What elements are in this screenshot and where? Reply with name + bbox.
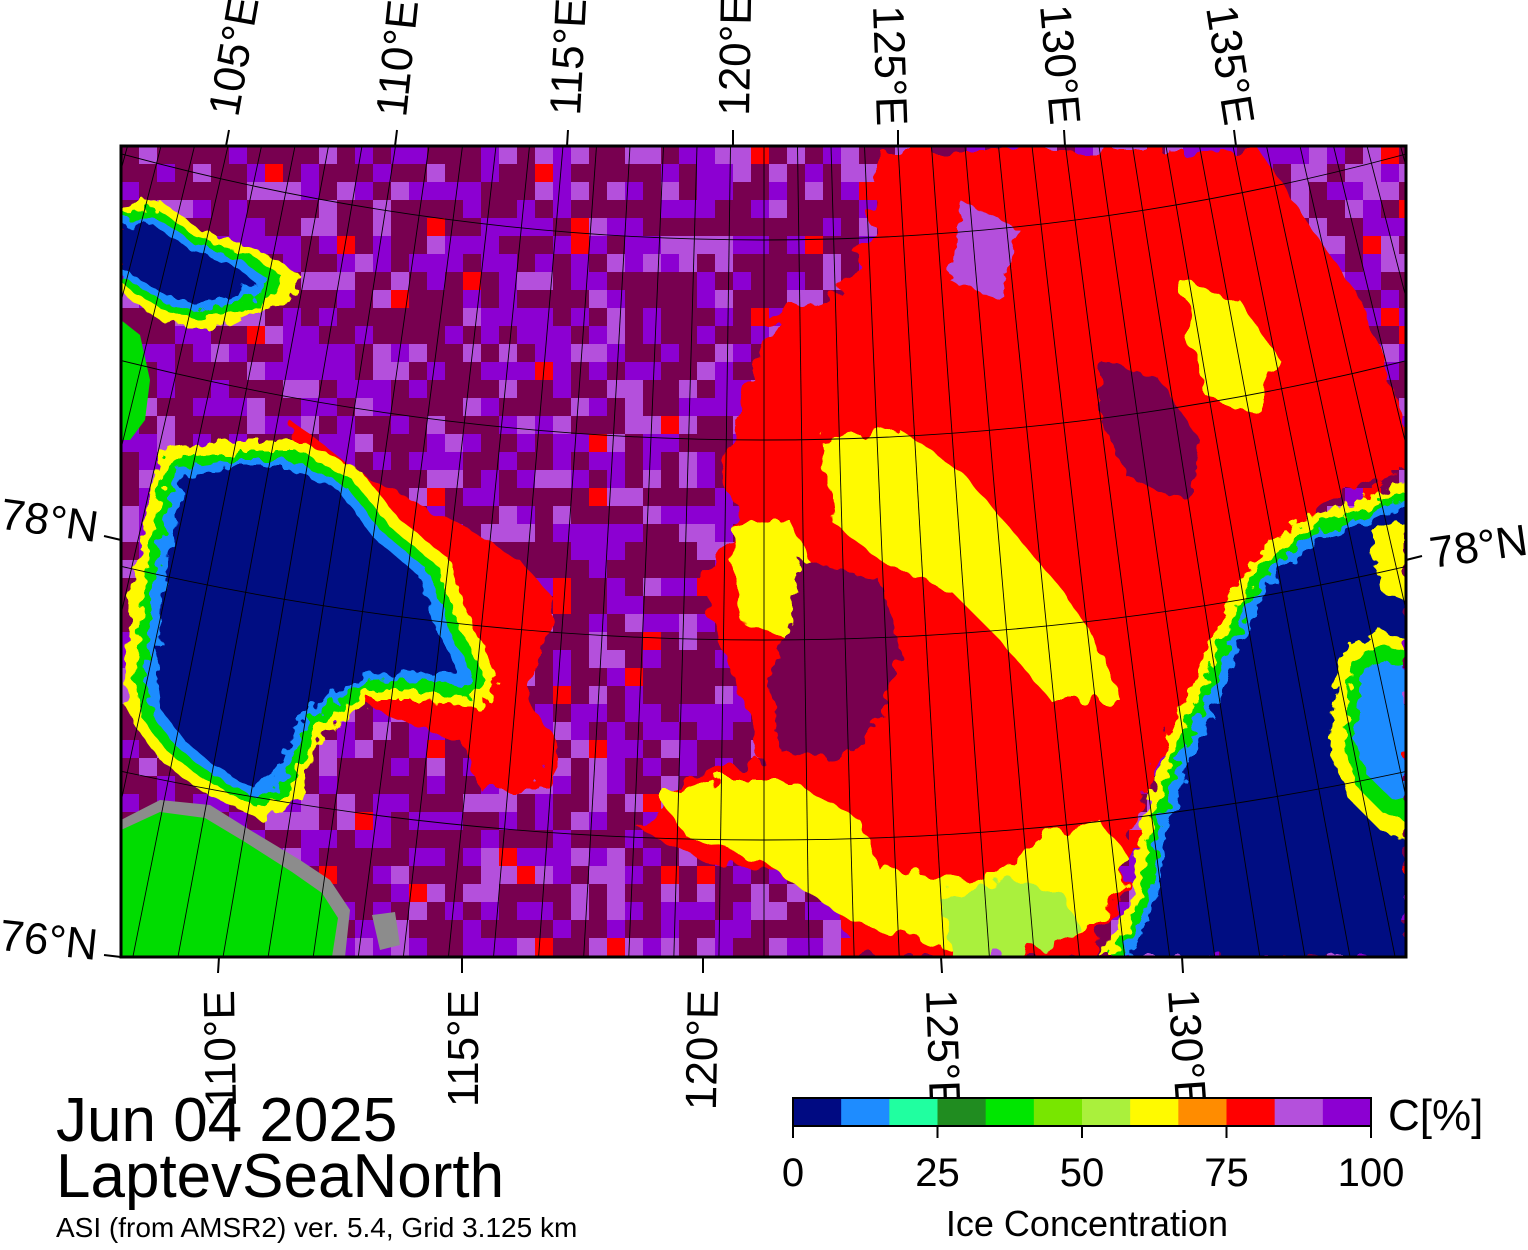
colorbar-swatch (889, 1098, 938, 1126)
lat-label-78n-right: 78°N (1427, 516, 1528, 578)
lon-label-130e: 130°E (1030, 3, 1089, 127)
ice-zone-yellow-north (1180, 280, 1280, 410)
colorbar-swatch (1033, 1098, 1083, 1126)
region-name: LaptevSeaNorth (56, 1142, 505, 1211)
graticule-lines (121, 146, 1406, 957)
colorbar-swatch (841, 1098, 890, 1126)
ice-zone-green-south (940, 880, 1080, 957)
east-ice-remnant (1330, 520, 1406, 840)
ice-patch-dark-center (770, 560, 900, 760)
map-frame (119, 144, 1408, 959)
map-area (121, 146, 1406, 957)
colorbar: 0 25 50 75 100 C[%] Ice Concentration (782, 1091, 1483, 1244)
lon-label-105e: 105°E (200, 0, 269, 120)
lon-label-bottom-120e: 120°E (677, 989, 728, 1110)
colorbar-tick-label-25: 25 (915, 1151, 960, 1195)
colorbar-swatches (793, 1098, 1372, 1126)
lon-label-bottom-130e: 130°E (1158, 987, 1215, 1110)
colorbar-tick-label-100: 100 (1338, 1151, 1405, 1195)
lon-label-115e: 115°E (541, 0, 596, 117)
colorbar-swatch (1274, 1098, 1324, 1126)
frame-ticks (103, 129, 1423, 974)
colorbar-unit-label: C[%] (1388, 1091, 1483, 1140)
bottom-longitude-labels: 110°E 115°E 120°E 125°E 130°E (195, 987, 1215, 1110)
colorbar-tick-label-75: 75 (1204, 1151, 1249, 1195)
polynya-west (125, 440, 500, 820)
lon-label-110e: 110°E (367, 0, 428, 119)
map-date: Jun 04 2025 (56, 1086, 398, 1155)
lon-label-bottom-110e: 110°E (195, 990, 246, 1108)
colorbar-swatch (1130, 1098, 1179, 1126)
colorbar-swatch (985, 1098, 1035, 1126)
interior-ice-patches (770, 200, 1200, 760)
colorbar-title: Ice Concentration (946, 1203, 1228, 1244)
ice-zone-yellow-central (820, 430, 1120, 700)
polynya-northwest (121, 200, 300, 330)
top-longitude-labels: 105°E 110°E 115°E 120°E 125°E 130°E 135°… (200, 0, 1264, 128)
lon-label-bottom-125e: 125°E (916, 989, 969, 1111)
colorbar-tick-label-50: 50 (1060, 1151, 1105, 1195)
lon-label-bottom-115e: 115°E (439, 990, 488, 1107)
open-water-areas (121, 200, 1406, 957)
polynya-east (1100, 480, 1406, 957)
colorbar-tick-label-0: 0 (782, 1151, 804, 1195)
colorbar-ticks (792, 1126, 1372, 1138)
product-info: ASI (from AMSR2) ver. 5.4, Grid 3.125 km (56, 1212, 578, 1243)
lon-label-135e: 135°E (1196, 2, 1263, 129)
ice-patch-lilac-north (950, 200, 1020, 300)
lat-label-78n-left: 78°N (0, 490, 101, 552)
colorbar-swatch (1082, 1098, 1131, 1126)
colorbar-swatch (1226, 1098, 1276, 1126)
colorbar-swatch (937, 1098, 987, 1126)
lat-label-76n-left: 76°N (0, 911, 100, 970)
colorbar-swatch (1322, 1098, 1372, 1126)
lon-label-120e: 120°E (710, 0, 761, 116)
ice-patch-dark-east (1100, 360, 1200, 500)
colorbar-swatch (1178, 1098, 1227, 1126)
colorbar-swatch (793, 1098, 842, 1126)
lon-label-125e: 125°E (863, 5, 916, 127)
